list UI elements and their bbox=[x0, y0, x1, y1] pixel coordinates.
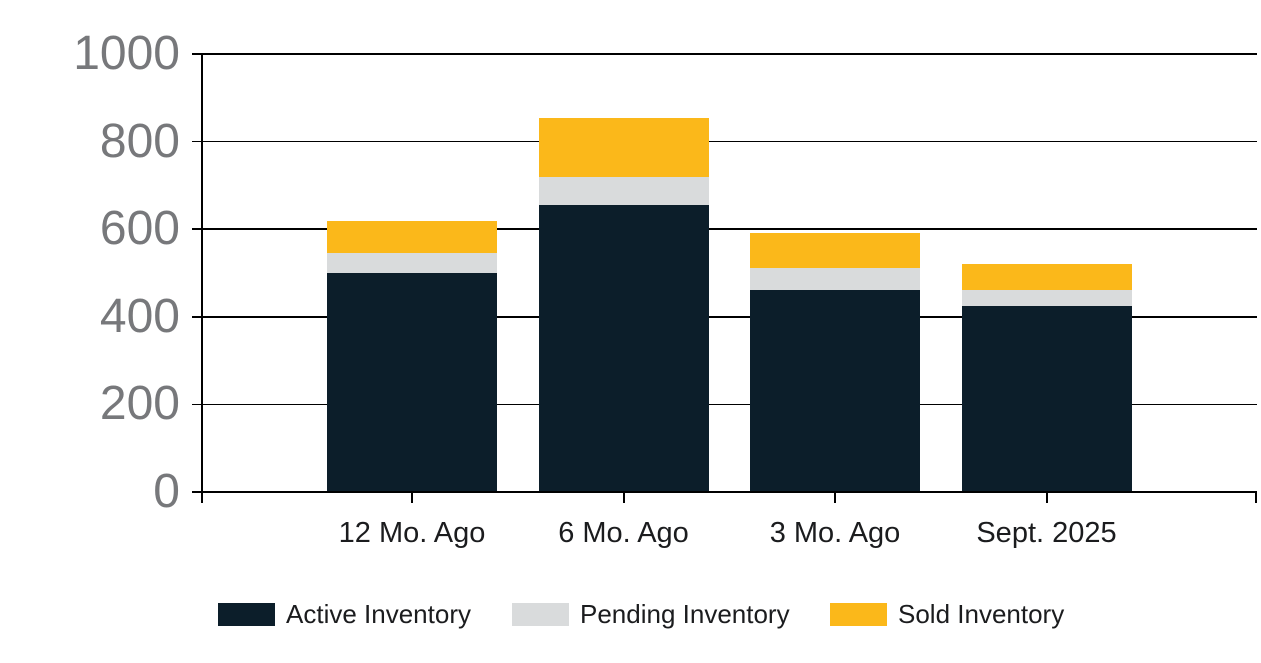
y-tick-label-400: 400 bbox=[99, 289, 180, 343]
y-tick-label-800: 800 bbox=[99, 114, 180, 168]
legend-swatch-pending-inventory bbox=[512, 603, 569, 626]
legend-label-sold-inventory: Sold Inventory bbox=[898, 599, 1065, 629]
category-tick-6-mo-ago bbox=[622, 492, 625, 503]
axis-end-tick bbox=[1255, 492, 1257, 503]
x-axis-line bbox=[192, 491, 1257, 493]
legend-label-active-inventory: Active Inventory bbox=[286, 599, 471, 629]
x-axis-label-6-mo-ago: 6 Mo. Ago bbox=[558, 517, 689, 549]
legend-swatch-active-inventory bbox=[218, 603, 275, 626]
y-tick-label-200: 200 bbox=[99, 377, 180, 431]
legend-label-pending-inventory: Pending Inventory bbox=[580, 599, 790, 629]
gridline-200 bbox=[192, 403, 1257, 406]
bar-3-mo-ago-pending-inventory bbox=[750, 267, 920, 290]
plot-area bbox=[192, 53, 1257, 503]
bar-12-mo-ago-sold-inventory bbox=[327, 221, 497, 253]
y-axis-line bbox=[201, 54, 203, 503]
legend-swatch-sold-inventory bbox=[830, 603, 887, 626]
x-axis-label-3-mo-ago: 3 Mo. Ago bbox=[769, 517, 901, 549]
bar-6-mo-ago-sold-inventory bbox=[538, 117, 709, 177]
bar-3-mo-ago-active-inventory bbox=[750, 289, 920, 492]
legend-item-sold-inventory: Sold Inventory bbox=[830, 599, 1065, 629]
bar-12-mo-ago-pending-inventory bbox=[327, 252, 497, 273]
bar-sept-2025-active-inventory bbox=[961, 306, 1132, 492]
legend-item-pending-inventory: Pending Inventory bbox=[512, 599, 790, 629]
legend-item-active-inventory: Active Inventory bbox=[218, 599, 471, 629]
y-tick-label-600: 600 bbox=[99, 202, 180, 256]
category-tick-sept-2025 bbox=[1045, 492, 1048, 503]
bar-3-mo-ago-sold-inventory bbox=[750, 232, 920, 268]
bar-6-mo-ago-pending-inventory bbox=[538, 176, 709, 206]
chart-legend: Active Inventory Pending Inventory Sold In… bbox=[0, 599, 1261, 631]
gridline-400 bbox=[192, 316, 1257, 318]
gridline-1000 bbox=[192, 53, 1257, 55]
y-tick-label-1000: 1000 bbox=[73, 27, 180, 80]
category-tick-12-mo-ago bbox=[411, 492, 413, 503]
bar-12-mo-ago-active-inventory bbox=[327, 273, 497, 492]
category-tick-3-mo-ago bbox=[834, 492, 836, 503]
gridline-800 bbox=[192, 140, 1257, 143]
gridline-600 bbox=[192, 228, 1257, 230]
bar-6-mo-ago-active-inventory bbox=[538, 205, 709, 492]
bar-sept-2025-sold-inventory bbox=[961, 263, 1132, 290]
y-tick-label-0: 0 bbox=[153, 465, 180, 518]
x-axis-label-sept-2025: Sept. 2025 bbox=[976, 517, 1117, 549]
bar-sept-2025-pending-inventory bbox=[961, 289, 1132, 307]
x-axis-label-12-mo-ago: 12 Mo. Ago bbox=[338, 517, 486, 549]
